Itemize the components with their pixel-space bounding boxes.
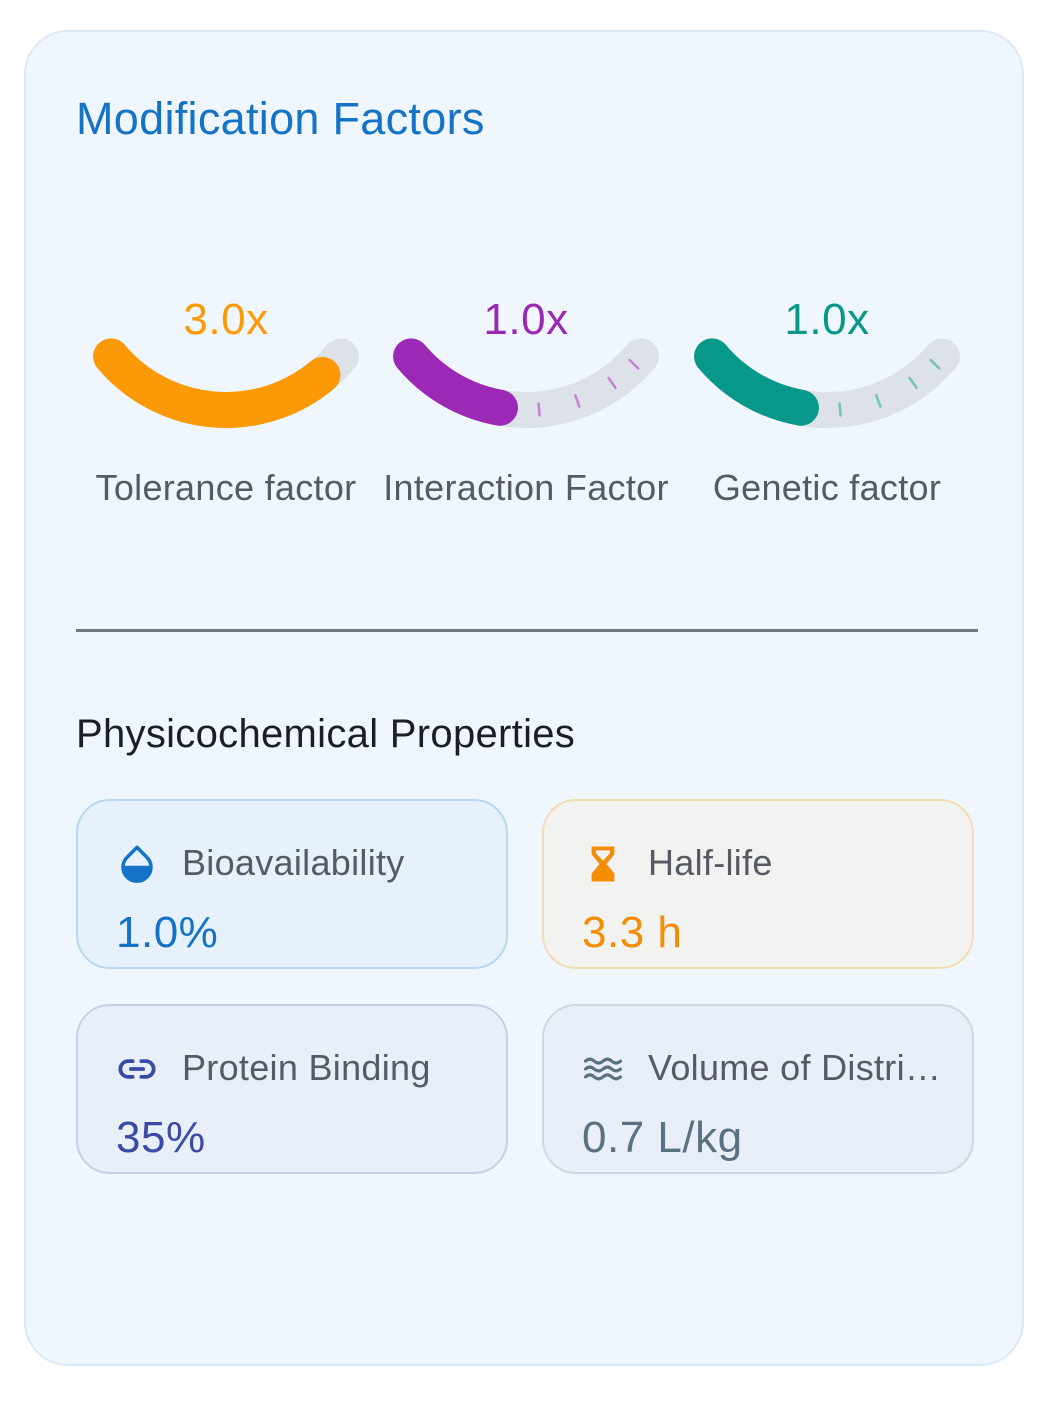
water-drop-icon xyxy=(121,845,153,883)
hourglass-icon xyxy=(591,846,615,882)
property-card-protein-binding: Protein Binding 35% xyxy=(76,1004,508,1174)
link-icon xyxy=(118,1059,156,1079)
property-label: Volume of Distribution xyxy=(648,1047,958,1088)
gauge-tick xyxy=(607,376,617,390)
gauge-arc xyxy=(694,338,960,428)
property-label: Half-life xyxy=(648,842,773,883)
gauge-label: Genetic factor xyxy=(712,467,942,508)
section-divider xyxy=(76,629,978,632)
gauge-value: 1.0x xyxy=(784,295,870,344)
gauge-arc xyxy=(393,338,659,428)
gauge-fill xyxy=(694,338,819,426)
gauge-tick xyxy=(838,402,842,417)
gauge-tick xyxy=(537,402,541,417)
gauge-tick xyxy=(908,376,918,390)
waves-icon xyxy=(583,1057,623,1081)
property-value: 0.7 L/kg xyxy=(582,1113,743,1162)
property-label: Bioavailability xyxy=(182,842,405,883)
gauge-label: Tolerance factor xyxy=(95,467,357,508)
property-label: Protein Binding xyxy=(182,1047,431,1088)
property-value: 35% xyxy=(116,1113,206,1162)
gauge-genetic-factor: 1.0x Genetic factor xyxy=(677,282,977,522)
property-value: 1.0% xyxy=(116,908,219,957)
gauge-value: 3.0x xyxy=(183,295,269,344)
gauge-fill xyxy=(93,338,341,428)
property-value: 3.3 h xyxy=(582,908,683,957)
gauge-tick xyxy=(929,358,941,370)
gauge-arc xyxy=(93,338,359,428)
property-card-volume-of-distribution: Volume of Distribution 0.7 L/kg xyxy=(542,1004,974,1174)
property-card-bioavailability: Bioavailability 1.0% xyxy=(76,799,508,969)
gauge-tick xyxy=(628,358,640,370)
gauge-tick xyxy=(875,394,882,408)
gauge-value: 1.0x xyxy=(483,295,569,344)
gauge-label: Interaction Factor xyxy=(383,467,669,508)
gauge-tolerance-factor: 3.0x Tolerance factor xyxy=(76,282,376,522)
gauge-fill xyxy=(393,338,518,426)
modification-factors-card: Modification Factors 3.0x Tolerance fact… xyxy=(24,30,1024,1366)
section-title: Physicochemical Properties xyxy=(76,712,576,756)
card-title: Modification Factors xyxy=(76,93,485,144)
gauge-tick xyxy=(574,394,581,408)
property-card-half-life: Half-life 3.3 h xyxy=(542,799,974,969)
gauge-interaction-factor: 1.0x Interaction Factor xyxy=(376,282,676,522)
